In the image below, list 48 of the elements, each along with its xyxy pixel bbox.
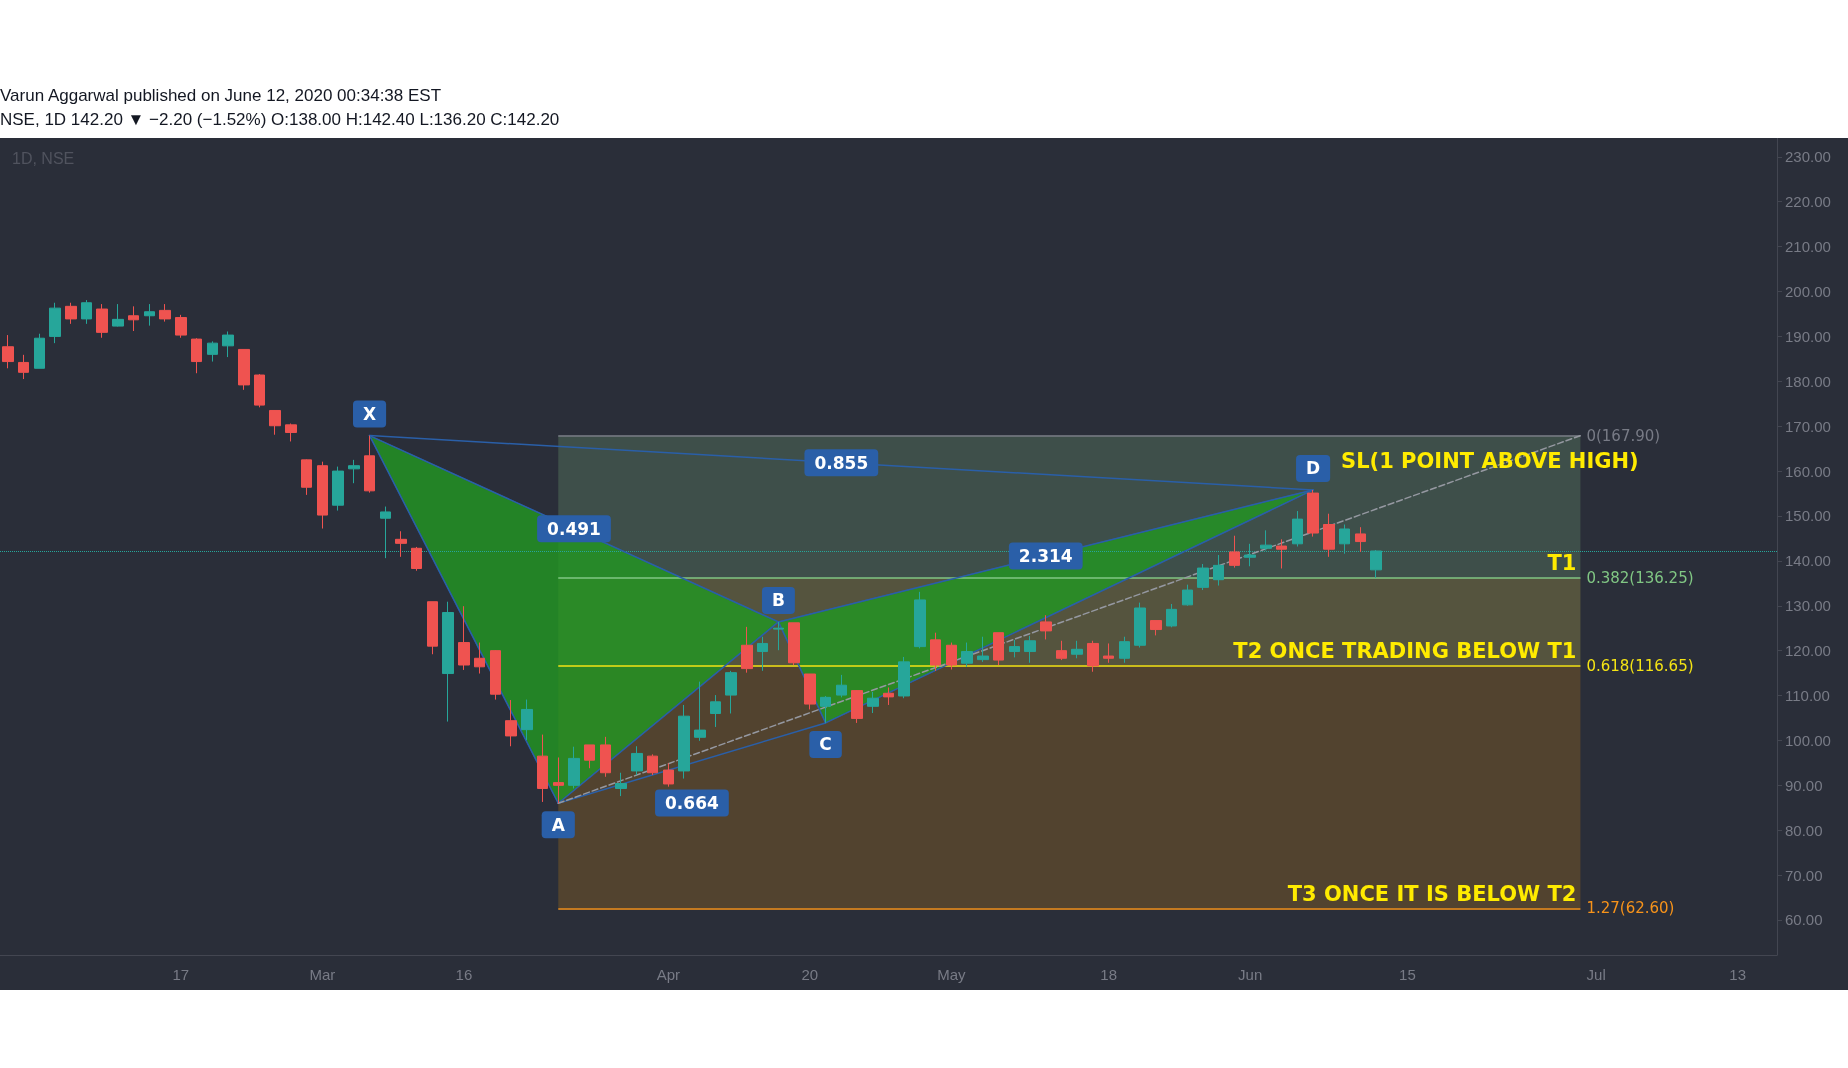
x-tick-label: 13 — [1729, 966, 1747, 983]
y-tick-label: 200.00 — [1785, 283, 1831, 301]
band-label: T1 — [1547, 551, 1577, 576]
annotation: 0.664 — [665, 793, 719, 814]
ref-line-label: 0.618(116.65) — [1586, 656, 1694, 675]
data-label: C — [819, 734, 832, 755]
x-tick-label: Jun — [1238, 966, 1263, 983]
y-tick-label: 80.00 — [1785, 821, 1823, 839]
y-tick-label: 220.00 — [1785, 193, 1831, 211]
y-tick-label: 210.00 — [1785, 238, 1831, 256]
y-tick-label: 90.00 — [1785, 776, 1823, 794]
y-tick-label: 100.00 — [1785, 731, 1831, 749]
y-tick-label: 170.00 — [1785, 417, 1831, 435]
ref-line-label: 0.382(136.25) — [1586, 568, 1694, 587]
band-label: T3 ONCE IT IS BELOW T2 — [1287, 881, 1577, 906]
annotation: 2.314 — [1018, 545, 1073, 566]
y-tick-label: 130.00 — [1785, 597, 1831, 615]
x-tick-label: 20 — [801, 966, 819, 983]
data-label: D — [1306, 458, 1321, 479]
x-tick-label: Apr — [656, 966, 681, 983]
x-tick-label: May — [937, 966, 967, 983]
annotation: 0.855 — [814, 452, 869, 473]
data-label: X — [363, 404, 377, 425]
x-tick-label: 16 — [455, 966, 473, 983]
band-label: T2 ONCE TRADING BELOW T1 — [1233, 639, 1577, 664]
data-label: B — [771, 590, 785, 611]
y-tick-label: 180.00 — [1785, 372, 1831, 390]
y-tick-label: 120.00 — [1785, 642, 1831, 660]
x-tick-label: 17 — [172, 966, 190, 983]
y-tick-label: 60.00 — [1785, 911, 1823, 929]
y-tick-label: 190.00 — [1785, 327, 1831, 345]
annotation: 0.491 — [547, 518, 601, 539]
ref-line-label: 0(167.90) — [1586, 426, 1661, 445]
y-tick-label: 70.00 — [1785, 866, 1823, 884]
x-tick-label: 18 — [1100, 966, 1117, 983]
x-tick-label: 15 — [1399, 966, 1416, 983]
y-tick-label: 230.00 — [1785, 148, 1831, 166]
y-tick-label: 160.00 — [1785, 462, 1831, 480]
y-tick-label: 140.00 — [1785, 552, 1831, 570]
y-tick-label: 110.00 — [1785, 687, 1830, 705]
data-label: A — [551, 814, 566, 835]
y-tick-label: 150.00 — [1785, 507, 1831, 525]
annotation: SL(1 POINT ABOVE HIGH) — [1341, 449, 1639, 474]
x-tick-label: Mar — [309, 966, 336, 983]
ref-line-label: 1.27(62.60) — [1586, 899, 1675, 918]
chart-subtitle: NSE, 1D 142.20 ▼ −2.20 (−1.52%) O:138.00 H:142.40 L:136.20 C:142.20 — [0, 109, 561, 131]
x-tick-label: Jul — [1586, 966, 1606, 983]
chart-title: Varun Aggarwal published on June 12, 2020 00:34:38 EST — [0, 85, 443, 107]
